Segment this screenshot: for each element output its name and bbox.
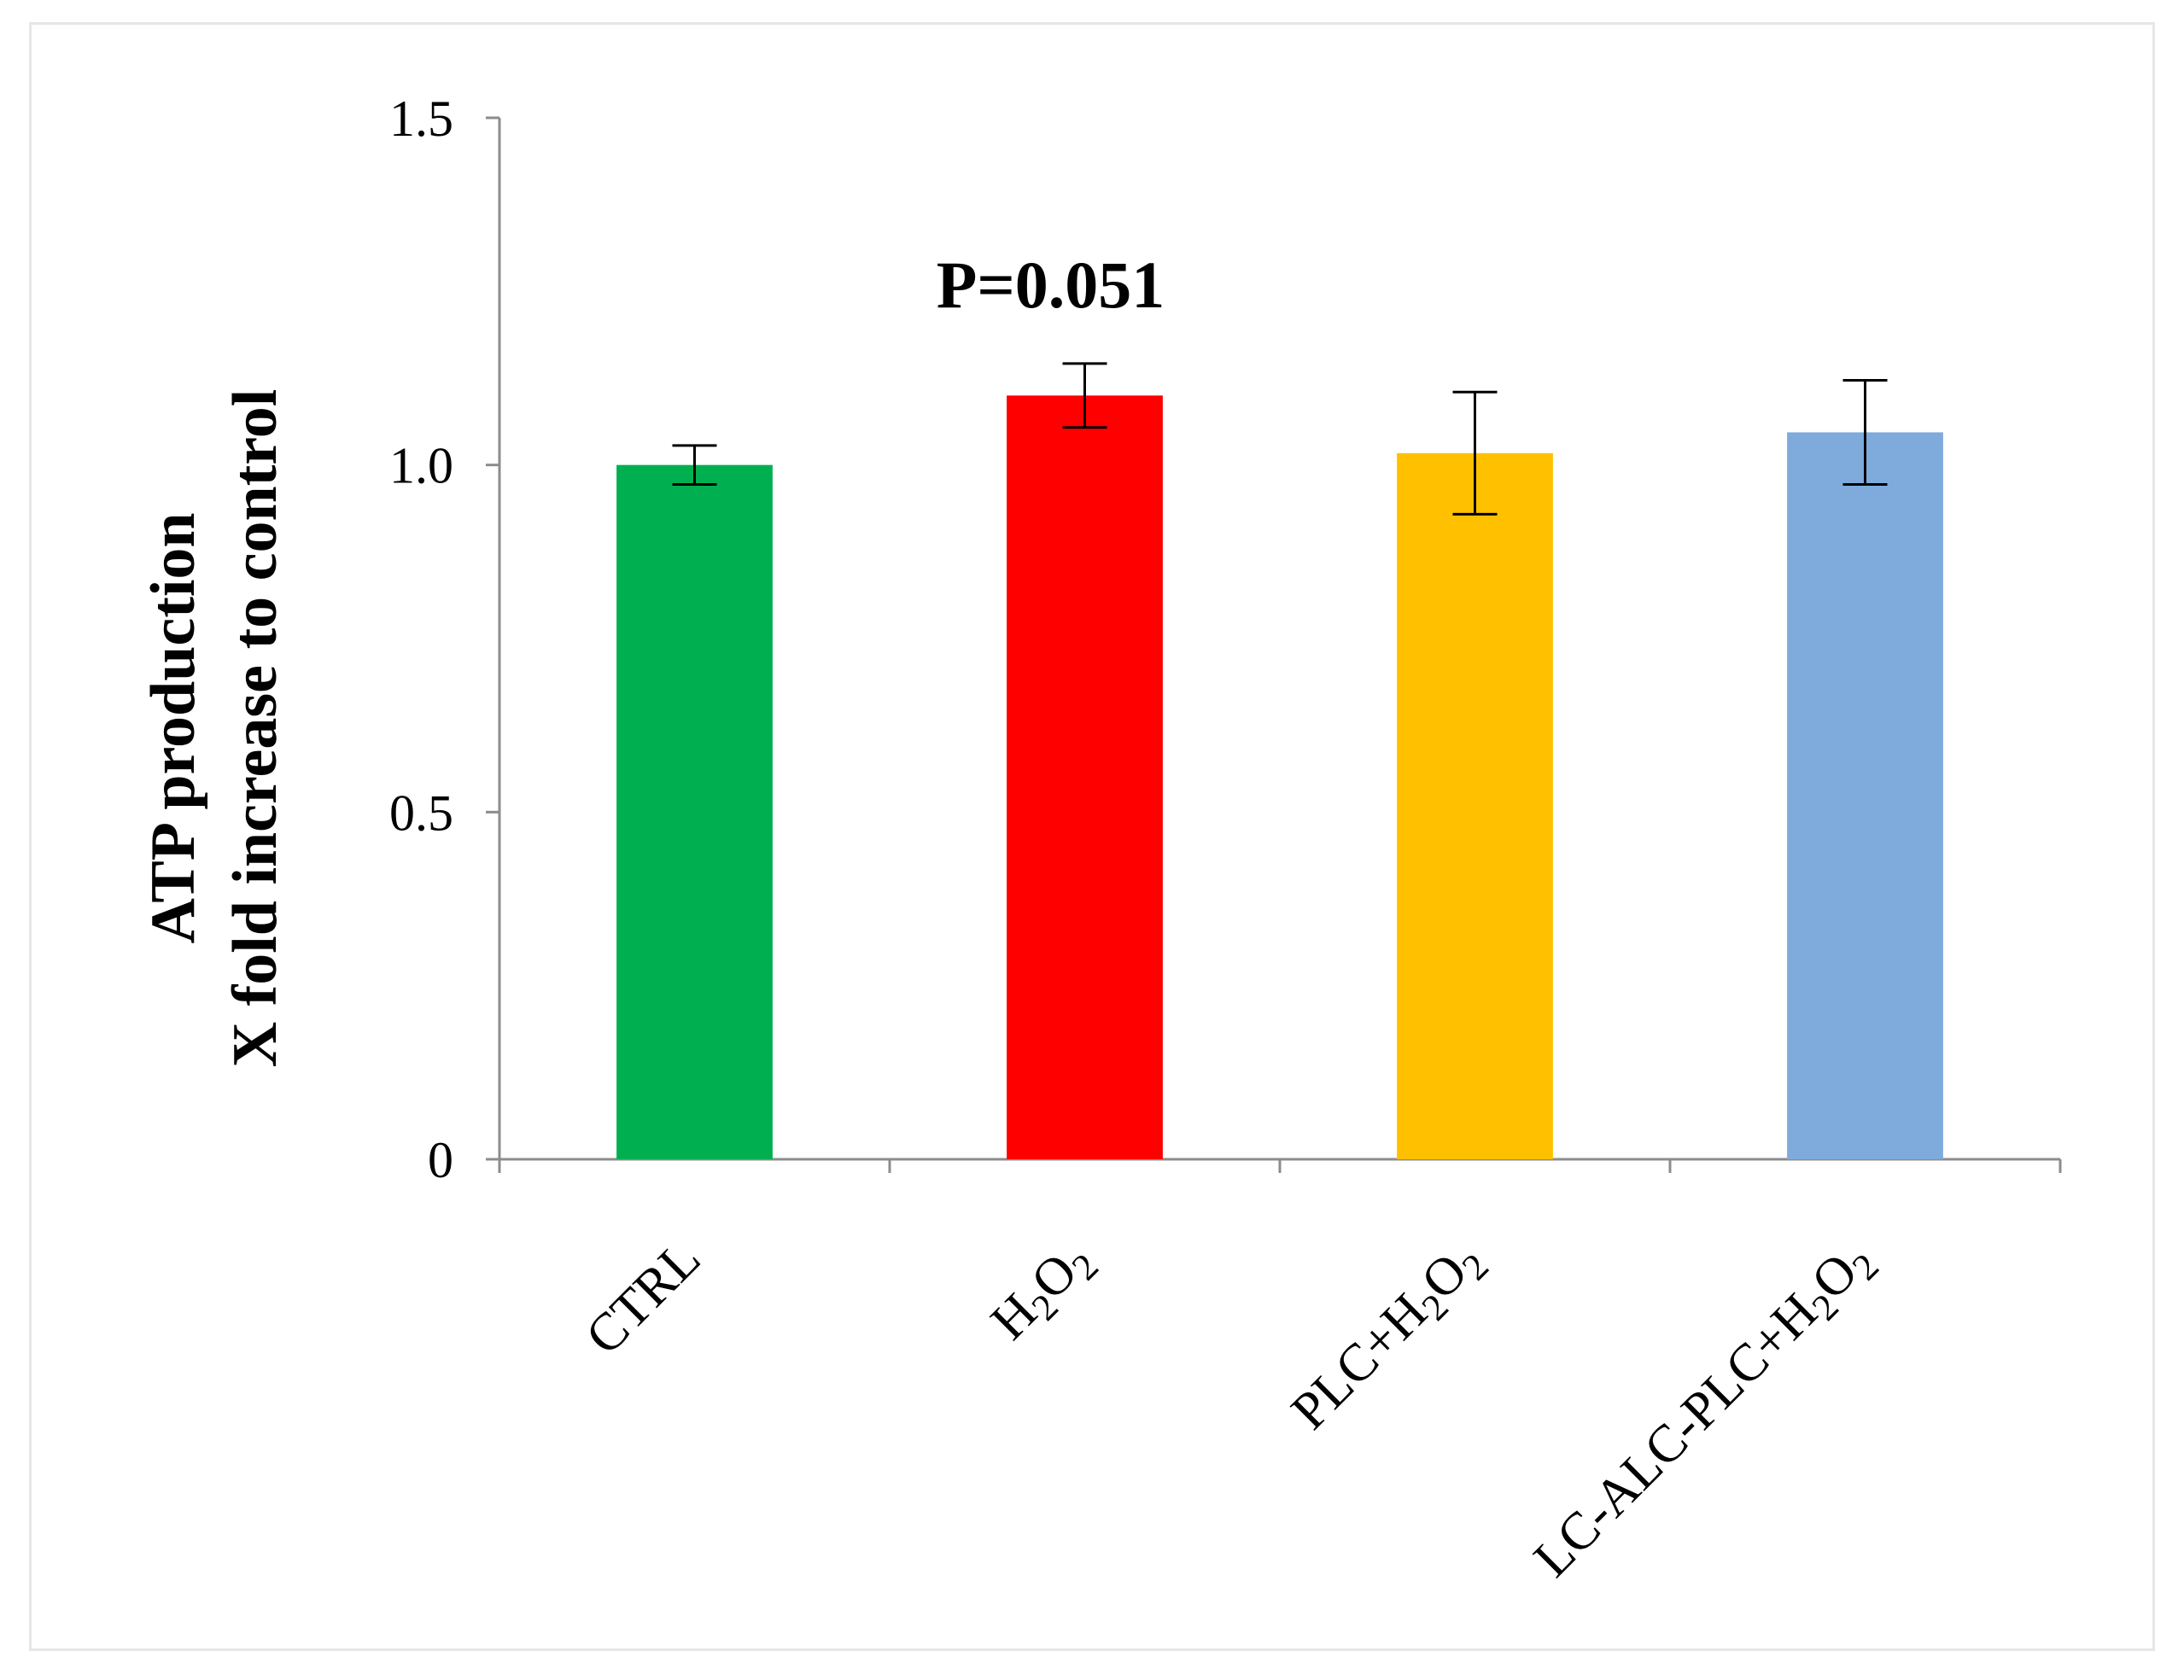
error-bars [672,362,1888,516]
bar [1787,432,1943,1159]
x-tick-label-text: LC-ALC-PLC+H [1523,1283,1829,1589]
y-tick-label: 1.5 [389,90,453,147]
x-tick-label: CTRL [575,1229,711,1366]
p-value-annotation: P=0.051 [937,248,1165,322]
bar [616,464,773,1159]
bar-chart: ATP production X fold increase to control… [138,90,2062,1593]
error-bar [672,444,717,486]
bar [1007,395,1163,1159]
x-tick-label-text: PLC+H [1281,1283,1439,1441]
x-tick-label: PLC+H2O2 [1281,1229,1497,1445]
chart-frame: ATP production X fold increase to control… [29,22,2155,1651]
error-bar [1842,378,1888,486]
y-tick-label: 1.0 [389,438,453,494]
y-axis-label-line: ATP production [138,512,208,943]
y-axis-label: ATP production X fold increase to control [138,389,290,1068]
y-tick-label: 0.5 [389,785,453,841]
bars [616,395,1943,1159]
y-axis-label-line: X fold increase to control [220,389,290,1068]
x-tick-label: H2O2 [980,1229,1107,1356]
bar [1397,452,1553,1159]
x-tick-label-text: CTRL [575,1229,711,1366]
error-bar [1452,390,1498,516]
annotations: P=0.051 [937,248,1165,322]
error-bar [1062,362,1107,429]
x-tick-label: LC-ALC-PLC+H2O2 [1523,1229,1887,1593]
y-tick-label: 0 [428,1132,453,1188]
